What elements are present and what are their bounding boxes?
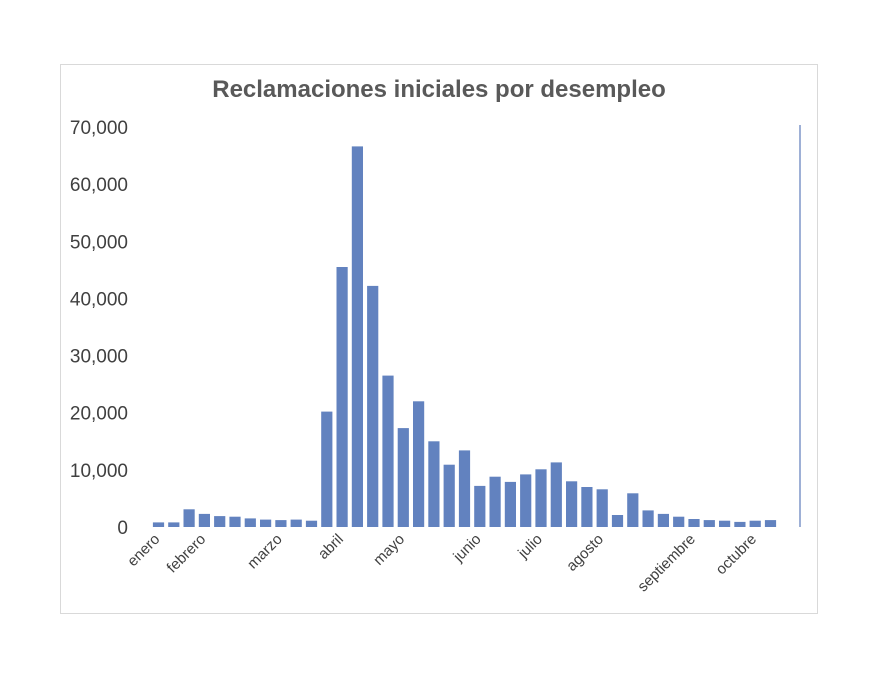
- bar: [198, 513, 210, 527]
- x-tick-label: junio: [449, 531, 484, 566]
- bar: [168, 522, 180, 527]
- bar: [413, 401, 425, 527]
- x-tick-label: enero: [124, 531, 163, 570]
- x-tick-label: septiembre: [634, 531, 698, 595]
- bar: [566, 481, 578, 527]
- bar: [581, 487, 593, 527]
- bar: [504, 481, 516, 527]
- bar: [336, 267, 348, 527]
- bar: [474, 485, 486, 527]
- x-tick-label: agosto: [563, 531, 607, 575]
- y-axis: 0 10,000 20,000 30,000 40,000 50,000 60,000 70,…: [70, 118, 128, 539]
- bar: [244, 518, 256, 527]
- bar: [642, 510, 654, 527]
- bar: [275, 520, 287, 527]
- bar: [627, 493, 639, 527]
- bar: [214, 516, 226, 527]
- bar: [657, 513, 669, 527]
- x-tick-label: marzo: [244, 531, 285, 572]
- bars: [152, 146, 777, 527]
- x-tick-label: julio: [514, 531, 546, 563]
- bar: [596, 489, 608, 527]
- chart-title: Reclamaciones iniciales por desempleo: [212, 76, 666, 103]
- x-tick-label: febrero: [164, 531, 210, 577]
- y-tick-label: 20,000: [70, 404, 128, 425]
- y-tick-label: 0: [117, 518, 128, 539]
- y-tick-label: 10,000: [70, 461, 128, 482]
- bar: [520, 474, 532, 527]
- y-tick-label: 60,000: [70, 175, 128, 196]
- bar: [719, 520, 731, 527]
- bar: [305, 520, 318, 527]
- x-tick-label: octubre: [713, 531, 760, 578]
- bar: [458, 450, 471, 527]
- bar: [382, 375, 394, 527]
- bar: [428, 441, 440, 527]
- bar: [535, 469, 547, 527]
- bar: [443, 464, 455, 527]
- bar: [152, 522, 165, 527]
- bar: [673, 516, 685, 527]
- x-tick-label: mayo: [370, 531, 408, 569]
- bar: [321, 411, 333, 527]
- y-tick-label: 30,000: [70, 347, 128, 368]
- y-tick-label: 70,000: [70, 118, 128, 139]
- bar: [489, 476, 501, 527]
- bar: [229, 516, 241, 527]
- bar: [550, 462, 562, 527]
- bar: [764, 520, 777, 527]
- y-tick-label: 40,000: [70, 289, 128, 310]
- bar: [688, 519, 700, 527]
- bar: [290, 519, 302, 527]
- bar: [703, 520, 715, 527]
- bar: [397, 428, 409, 527]
- bar: [611, 515, 624, 527]
- bar: [183, 509, 195, 527]
- x-tick-label: abril: [315, 531, 347, 563]
- bar: [367, 285, 379, 527]
- bar: [749, 520, 761, 527]
- y-tick-label: 50,000: [70, 232, 128, 253]
- bar: [734, 521, 746, 527]
- bar: [260, 519, 272, 527]
- bar: [351, 146, 363, 527]
